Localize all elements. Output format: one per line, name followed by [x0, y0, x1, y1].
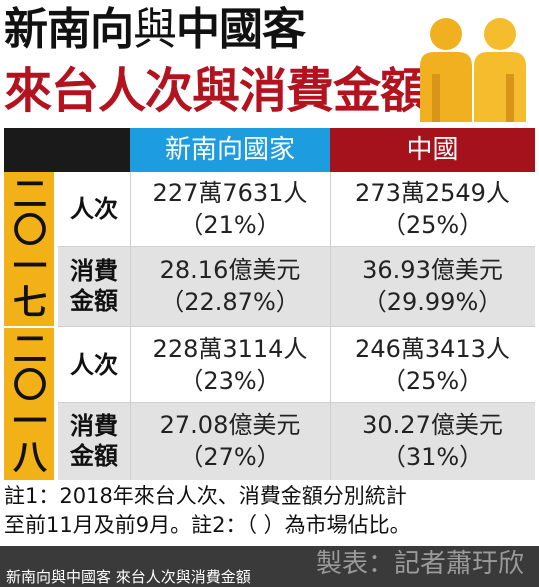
- footnote: 註1：2018年來台人次、消費金額分別統計 至前11月及前9月。註2：（ ）為市…: [4, 482, 535, 540]
- credit-text: 製表：記者蕭玗欣: [316, 549, 525, 579]
- cell-southbound-visitors-2018: 228萬3114人 （23%）: [130, 328, 330, 402]
- cell-china-visitors-2018: 246萬3413人 （25%）: [330, 328, 535, 402]
- people-icon: [420, 18, 526, 122]
- header: 新南向與中國客 來台人次與消費金額: [0, 0, 539, 128]
- header-southbound: 新南向國家: [130, 128, 330, 172]
- row-label-spending: 消費 金額: [58, 246, 130, 326]
- cell-china-spending-2017: 36.93億美元 （29.99%）: [330, 246, 535, 326]
- cell-southbound-spending-2017: 28.16億美元 （22.87%）: [130, 246, 330, 326]
- header-corner: [4, 128, 130, 172]
- year-char: 七: [13, 283, 47, 323]
- year-char: 一: [13, 402, 47, 442]
- row-divider: [58, 246, 535, 247]
- cell-southbound-visitors-2017: 227萬7631人 （21%）: [130, 172, 330, 246]
- cell-southbound-spending-2018: 27.08億美元 （27%）: [130, 402, 330, 480]
- footnote-line: 註1：2018年來台人次、消費金額分別統計: [4, 484, 407, 508]
- year-char: 八: [13, 438, 47, 478]
- title-line-1: 新南向與中國客: [4, 4, 306, 55]
- title-line-2: 來台人次與消費金額: [4, 63, 428, 119]
- row-label-visitors: 人次: [58, 328, 130, 402]
- year-char: 二: [13, 330, 47, 370]
- year-char: 〇: [13, 366, 47, 406]
- year-divider: [4, 326, 56, 328]
- footer-bar: 製表：記者蕭玗欣 新南向與中國客 來台人次與消費金額: [0, 546, 539, 587]
- year-2017: 二 〇 一 七: [4, 172, 56, 326]
- year-char: 〇: [13, 211, 47, 251]
- cell-china-visitors-2017: 273萬2549人 （25%）: [330, 172, 535, 246]
- row-label-visitors: 人次: [58, 172, 130, 246]
- caption-text: 新南向與中國客 來台人次與消費金額: [6, 568, 251, 586]
- row-divider: [58, 402, 535, 403]
- year-char: 一: [13, 247, 47, 287]
- year-char: 二: [13, 175, 47, 215]
- column-divider: [130, 172, 131, 480]
- row-label-spending: 消費 金額: [58, 402, 130, 480]
- header-china: 中國: [330, 128, 535, 172]
- footnote-line: 至前11月及前9月。註2：（ ）為市場佔比。: [4, 513, 411, 537]
- column-divider: [330, 172, 331, 480]
- year-2018: 二 〇 一 八: [4, 328, 56, 480]
- data-table: 新南向國家 中國 二 〇 一 七 人次 227萬7631人 （21%） 273萬2…: [4, 128, 535, 480]
- row-divider: [58, 326, 535, 327]
- cell-china-spending-2018: 30.27億美元 （31%）: [330, 402, 535, 480]
